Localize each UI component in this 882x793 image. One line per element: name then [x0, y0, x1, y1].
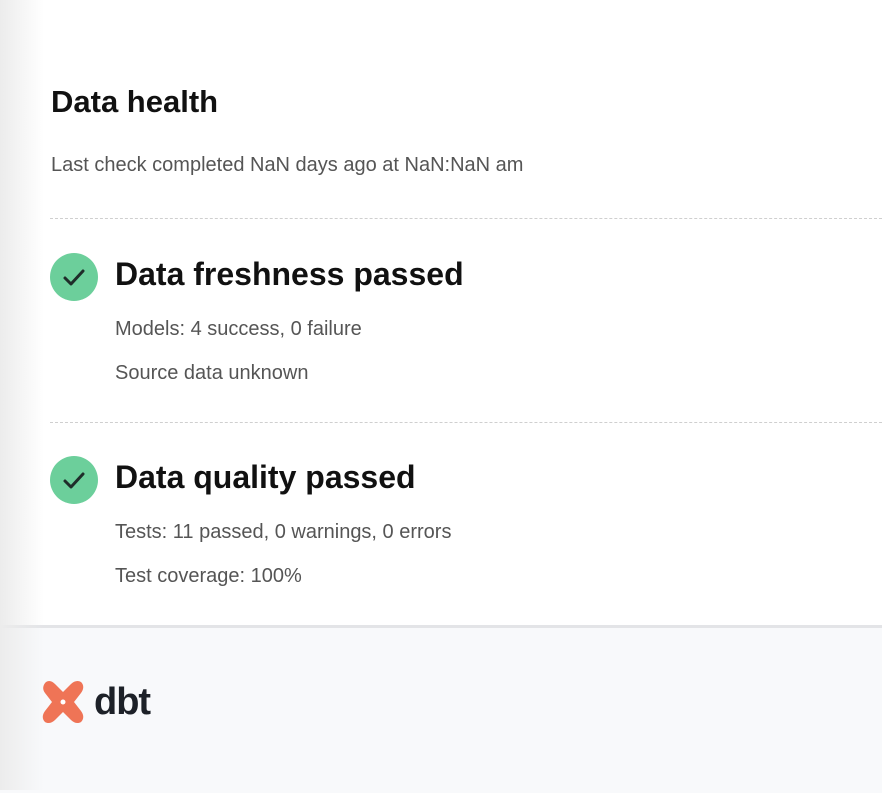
- models-status: Models: 4 success, 0 failure: [115, 318, 362, 340]
- footer: dbt: [0, 625, 882, 793]
- logo-text: dbt: [94, 680, 151, 723]
- check-circle-icon: [50, 253, 98, 301]
- dbt-logo[interactable]: dbt: [40, 680, 151, 724]
- data-health-panel: Data health Last check completed NaN day…: [50, 84, 882, 587]
- last-check-text: Last check completed NaN days ago at NaN…: [51, 154, 524, 176]
- source-status: Source data unknown: [115, 362, 309, 384]
- tests-status: Tests: 11 passed, 0 warnings, 0 errors: [115, 521, 452, 543]
- divider: [50, 218, 882, 219]
- page-title: Data health: [51, 84, 219, 119]
- check-circle-icon: [50, 456, 98, 504]
- section-title: Data quality passed: [115, 459, 416, 495]
- dbt-logo-icon: [42, 680, 84, 724]
- test-coverage: Test coverage: 100%: [115, 565, 302, 587]
- section-title: Data freshness passed: [115, 256, 464, 292]
- divider: [50, 422, 882, 423]
